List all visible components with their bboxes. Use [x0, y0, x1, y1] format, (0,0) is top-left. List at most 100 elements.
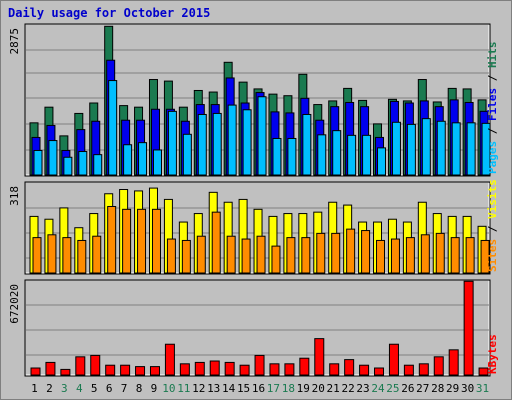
x-tick-label-day-3: 3	[61, 382, 68, 395]
x-tick-label-day-10: 10	[162, 382, 175, 395]
bar-sites-day-23	[361, 230, 371, 274]
legend-pages: Pages	[486, 141, 499, 174]
bar-pages-day-18	[287, 137, 297, 176]
bar-kbytes-day-1	[30, 367, 41, 376]
bar-pages-day-28	[436, 120, 446, 176]
x-tick-label-day-8: 8	[136, 382, 143, 395]
bar-sites-day-7	[122, 208, 132, 274]
bar-kbytes-day-13	[209, 360, 220, 376]
bar-sites-day-29	[450, 237, 460, 274]
bar-sites-day-11	[181, 239, 191, 274]
x-tick-label-day-1: 1	[31, 382, 38, 395]
bar-pages-day-29	[451, 122, 461, 176]
bar-pages-day-17	[272, 137, 282, 176]
x-tick-label-day-18: 18	[282, 382, 295, 395]
x-tick-label-day-9: 9	[151, 382, 158, 395]
legend-hits: Hits	[486, 42, 499, 69]
x-tick-label-day-25: 25	[386, 382, 399, 395]
y-max-label-2: 672020	[8, 284, 21, 324]
bar-sites-day-19	[301, 237, 311, 274]
x-tick-label-day-16: 16	[252, 382, 265, 395]
x-tick-label-day-19: 19	[297, 382, 310, 395]
bar-kbytes-day-5	[90, 354, 101, 376]
bar-sites-day-20	[316, 232, 326, 274]
legend-middle: Sites / Visits	[486, 179, 499, 272]
x-tick-label-day-30: 30	[461, 382, 474, 395]
bar-pages-day-3	[63, 156, 73, 176]
legend-visits: Visits	[486, 179, 499, 219]
bar-kbytes-day-11	[179, 363, 190, 376]
bar-kbytes-day-26	[403, 364, 414, 376]
bar-pages-day-26	[406, 123, 416, 176]
bar-pages-day-21	[332, 130, 342, 176]
bar-sites-day-14	[226, 235, 236, 274]
bar-sites-day-25	[390, 238, 400, 274]
bar-pages-day-13	[212, 112, 222, 176]
x-tick-label-day-22: 22	[341, 382, 354, 395]
y-max-label-0: 2875	[8, 28, 21, 55]
bar-sites-day-27	[420, 234, 430, 274]
bar-sites-day-16	[256, 235, 266, 274]
bar-sites-day-10	[166, 238, 176, 274]
x-tick-label-day-13: 13	[207, 382, 220, 395]
bar-pages-day-14	[227, 104, 237, 176]
bar-pages-day-16	[257, 96, 267, 176]
legend-sep: /	[486, 121, 499, 141]
x-tick-label-day-5: 5	[91, 382, 98, 395]
bar-kbytes-day-8	[135, 366, 146, 376]
bar-kbytes-day-23	[359, 364, 370, 376]
x-tick-label-day-11: 11	[177, 382, 190, 395]
legend-sites: Sites	[486, 239, 499, 272]
legend-top: Pages / Files / Hits	[486, 42, 499, 175]
bar-pages-day-7	[123, 144, 133, 176]
bar-kbytes-day-2	[45, 361, 56, 376]
bar-sites-day-15	[241, 238, 251, 274]
bar-sites-day-18	[286, 237, 296, 274]
legend-files: Files	[486, 88, 499, 121]
x-tick-label-day-17: 17	[267, 382, 280, 395]
bar-kbytes-day-18	[284, 363, 295, 376]
bar-kbytes-day-19	[299, 357, 310, 376]
bar-kbytes-day-12	[194, 361, 205, 376]
bar-pages-day-10	[167, 110, 177, 176]
x-tick-label-day-2: 2	[46, 382, 53, 395]
x-tick-label-day-7: 7	[121, 382, 128, 395]
bar-kbytes-day-28	[433, 356, 444, 376]
bar-sites-day-24	[376, 239, 386, 274]
bar-kbytes-day-14	[224, 361, 235, 376]
bar-kbytes-day-30	[463, 280, 474, 376]
x-tick-label-day-27: 27	[416, 382, 429, 395]
bar-kbytes-day-15	[239, 364, 250, 376]
bar-kbytes-day-9	[149, 366, 160, 376]
bar-sites-day-2	[47, 234, 57, 274]
bar-kbytes-day-10	[164, 343, 175, 376]
bar-kbytes-day-24	[374, 367, 385, 376]
bar-kbytes-day-20	[314, 338, 325, 376]
bar-pages-day-4	[78, 151, 88, 176]
legend-kbytes: KBytes	[486, 334, 499, 374]
legend-sep: /	[486, 219, 499, 239]
bar-pages-day-6	[108, 80, 118, 176]
x-tick-label-day-21: 21	[327, 382, 340, 395]
bar-kbytes-day-16	[254, 354, 265, 376]
bar-kbytes-day-7	[120, 364, 131, 376]
x-tick-label-day-14: 14	[222, 382, 236, 395]
bar-pages-day-5	[93, 154, 103, 176]
bar-pages-day-25	[391, 121, 401, 176]
x-tick-label-day-29: 29	[446, 382, 459, 395]
bar-pages-day-19	[302, 113, 312, 176]
bar-pages-day-15	[242, 109, 252, 176]
bar-sites-day-17	[271, 245, 281, 274]
x-tick-label-day-31: 31	[476, 382, 489, 395]
bar-pages-day-20	[317, 134, 327, 176]
bar-sites-day-26	[405, 237, 415, 274]
bar-sites-day-21	[331, 232, 341, 274]
bar-pages-day-27	[421, 118, 431, 176]
bar-pages-day-2	[48, 140, 58, 176]
bar-pages-day-1	[33, 149, 43, 176]
bar-sites-day-3	[62, 237, 72, 274]
y-max-label-1: 318	[8, 186, 21, 206]
x-tick-label-day-12: 12	[192, 382, 205, 395]
x-tick-label-day-15: 15	[237, 382, 250, 395]
bar-sites-day-22	[346, 228, 356, 274]
